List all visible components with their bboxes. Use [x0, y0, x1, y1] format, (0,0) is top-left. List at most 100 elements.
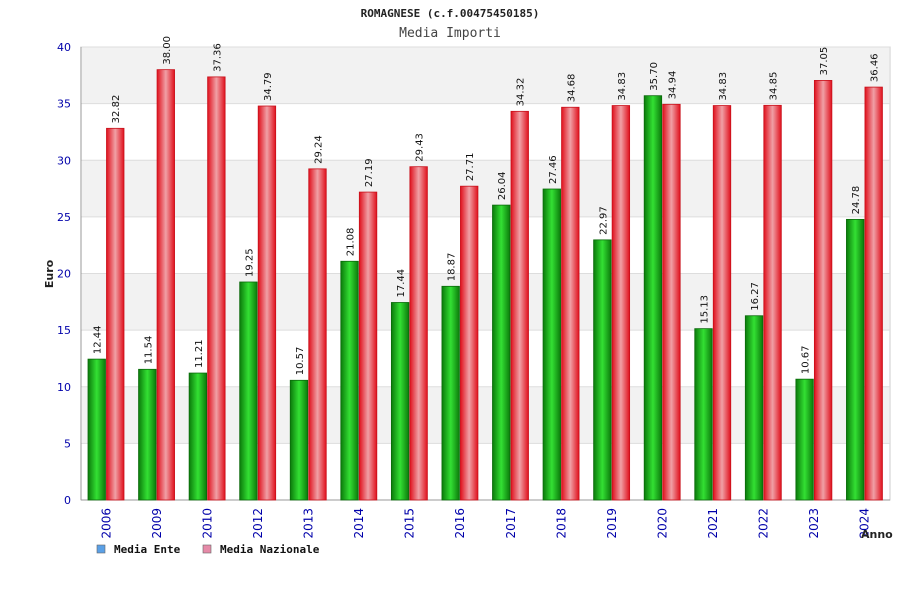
data-label: 37.36 — [212, 43, 223, 72]
x-tick-label: 2016 — [453, 508, 467, 539]
data-label: 34.94 — [667, 71, 678, 100]
y-tick-label: 0 — [64, 494, 71, 507]
data-label: 36.46 — [870, 53, 881, 82]
data-label: 35.70 — [649, 62, 660, 91]
x-tick-label: 2012 — [251, 508, 265, 539]
x-tick-label: 2019 — [605, 508, 619, 539]
x-tick-label: 2018 — [554, 508, 568, 539]
data-label: 11.54 — [143, 336, 154, 365]
bar-media-nazionale — [864, 86, 883, 501]
bar-media-ente — [643, 95, 663, 501]
legend-swatch — [96, 544, 106, 554]
data-label: 11.21 — [194, 339, 205, 368]
data-label: 19.25 — [244, 248, 255, 277]
chart-subtitle: Media Importi — [399, 26, 501, 41]
bar-media-ente — [795, 378, 814, 501]
data-label: 29.43 — [415, 133, 426, 162]
legend-swatch — [202, 544, 212, 554]
data-label: 22.97 — [598, 206, 609, 235]
legend-label: Media Nazionale — [220, 543, 320, 556]
bar-media-ente — [188, 372, 208, 501]
data-labels: 12.44 32.82 11.54 38.00 11.21 37.36 19.25 34.79… — [93, 36, 881, 375]
bar-media-ente — [390, 302, 410, 501]
bar-media-nazionale — [358, 191, 378, 501]
legend-label: Media Ente — [114, 543, 181, 556]
bar-media-ente — [340, 260, 359, 501]
bar-media-nazionale — [662, 103, 681, 501]
y-tick-label: 30 — [57, 154, 71, 167]
bar-media-nazionale — [409, 166, 428, 501]
data-label: 29.24 — [314, 135, 325, 164]
bar-media-ente — [846, 218, 865, 501]
data-label: 27.46 — [548, 155, 559, 184]
bar-media-nazionale — [763, 104, 782, 501]
x-tick-label: 2006 — [99, 508, 113, 539]
y-tick-label: 10 — [57, 381, 71, 394]
bar-media-ente — [239, 281, 258, 501]
bar-media-ente — [542, 188, 561, 501]
bar-media-nazionale — [308, 168, 327, 501]
bar-media-nazionale — [106, 127, 125, 501]
x-tick-label: 2024 — [858, 508, 872, 539]
bars — [87, 69, 883, 501]
data-label: 10.67 — [801, 346, 812, 375]
bar-media-nazionale — [510, 110, 529, 501]
y-axis-label: Euro — [43, 259, 56, 288]
data-label: 34.83 — [617, 72, 628, 101]
data-label: 12.44 — [93, 325, 104, 354]
x-tick-label: 2014 — [352, 508, 366, 539]
data-label: 34.68 — [566, 74, 577, 103]
x-tick-label: 2013 — [302, 508, 316, 539]
bar-media-nazionale — [257, 105, 277, 501]
data-label: 24.78 — [851, 186, 862, 215]
x-tick-label: 2009 — [150, 508, 164, 539]
bar-media-ente — [744, 315, 764, 501]
y-tick-label: 25 — [57, 211, 71, 224]
data-label: 37.05 — [819, 47, 830, 76]
chart-title: ROMAGNESE (c.f.00475450185) — [361, 7, 540, 20]
bar-media-ente — [87, 358, 106, 501]
data-label: 15.13 — [700, 295, 711, 324]
x-tick-label: 2023 — [807, 508, 821, 539]
y-tick-label: 5 — [64, 437, 71, 450]
bar-media-nazionale — [813, 80, 833, 501]
y-tick-label: 20 — [57, 268, 71, 281]
x-tick-label: 2017 — [504, 508, 518, 539]
data-label: 21.08 — [346, 228, 357, 257]
bar-media-ente — [492, 204, 511, 501]
bar-media-nazionale — [207, 76, 226, 501]
data-label: 34.32 — [516, 78, 527, 107]
data-label: 16.27 — [750, 282, 761, 311]
data-label: 10.57 — [295, 347, 306, 376]
x-tick-label: 2015 — [403, 508, 417, 539]
x-tick-label: 2010 — [200, 508, 214, 539]
data-label: 26.04 — [497, 171, 508, 200]
bar-media-ente — [593, 239, 612, 501]
legend: Media Ente Media Nazionale — [96, 543, 320, 556]
data-label: 34.79 — [263, 72, 274, 101]
x-axis-label: Anno — [861, 528, 893, 541]
data-label: 34.83 — [718, 72, 729, 101]
x-tick-label: 2021 — [706, 508, 720, 539]
y-tick-label: 15 — [57, 324, 71, 337]
y-tick-label: 35 — [57, 98, 71, 111]
bar-media-nazionale — [712, 105, 732, 501]
data-label: 27.71 — [465, 153, 476, 182]
bar-media-nazionale — [561, 106, 580, 501]
bar-media-ente — [694, 328, 713, 501]
data-label: 17.44 — [396, 269, 407, 298]
bar-media-ente — [289, 379, 309, 501]
data-label: 32.82 — [111, 95, 122, 124]
bar-media-nazionale — [460, 185, 479, 501]
data-label: 18.87 — [447, 253, 458, 282]
bar-media-nazionale — [156, 69, 175, 501]
bar-media-ente — [441, 285, 460, 501]
y-axis-ticks: 0 5 10 15 20 25 30 35 40 — [57, 41, 71, 507]
data-label: 38.00 — [162, 36, 173, 65]
x-tick-label: 2022 — [757, 508, 771, 539]
bar-media-nazionale — [611, 105, 631, 501]
data-label: 27.19 — [364, 158, 375, 187]
x-tick-label: 2020 — [655, 508, 669, 539]
x-axis-ticks: 2006 2009 2010 2012 2013 2014 2015 2016 2017 2018… — [99, 508, 871, 539]
